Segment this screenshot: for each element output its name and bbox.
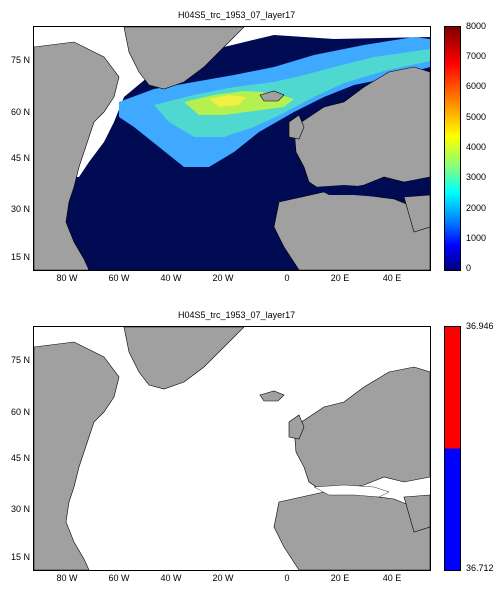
cb-tick-7000: 7000 bbox=[466, 51, 487, 61]
cb-tick-0: 0 bbox=[466, 263, 472, 273]
mediterranean bbox=[313, 484, 390, 498]
lat-label-15: 15 N bbox=[10, 252, 30, 262]
lon-label-40w: 40 W bbox=[160, 573, 182, 583]
cb-tick-8000: 8000 bbox=[466, 21, 487, 31]
no-data-region bbox=[34, 27, 430, 177]
lon-label-20w: 20 W bbox=[212, 273, 234, 283]
lon-label-0: 0 bbox=[284, 273, 290, 283]
lat-label-45: 45 N bbox=[10, 153, 30, 163]
cb-tick-1000: 1000 bbox=[466, 233, 487, 243]
top-map-svg bbox=[34, 27, 430, 270]
europe bbox=[293, 66, 430, 193]
lon-label-60w: 60 W bbox=[108, 573, 130, 583]
british-isles bbox=[288, 114, 305, 140]
greenland bbox=[123, 327, 245, 390]
europe bbox=[293, 366, 430, 493]
lon-label-80w: 80 W bbox=[56, 573, 78, 583]
greenland bbox=[123, 27, 245, 90]
lat-label-75: 75 N bbox=[10, 355, 30, 365]
cb-tick-5000: 5000 bbox=[466, 112, 487, 122]
bottom-colorbar bbox=[444, 326, 461, 571]
bottom-map-svg bbox=[34, 327, 430, 570]
north-america bbox=[34, 341, 120, 570]
cb-tick-6000: 6000 bbox=[466, 81, 487, 91]
iceland bbox=[259, 390, 285, 402]
lon-label-60w: 60 W bbox=[108, 273, 130, 283]
lon-label-40w: 40 W bbox=[160, 273, 182, 283]
arabia bbox=[403, 494, 430, 533]
north-america bbox=[34, 41, 120, 270]
top-colorbar bbox=[444, 26, 461, 271]
lat-label-45: 45 N bbox=[10, 453, 30, 463]
lon-label-40e: 40 E bbox=[382, 273, 402, 283]
bottom-map-area bbox=[33, 326, 431, 571]
bottom-map-panel: H04S5_trc_1953_07_layer17 75 N 60 N 45 N… bbox=[0, 300, 500, 600]
arabia bbox=[403, 194, 430, 233]
cb-tick-4000: 4000 bbox=[466, 142, 487, 152]
lat-label-30: 30 N bbox=[10, 204, 30, 214]
cb-tick-2000: 2000 bbox=[466, 203, 487, 213]
cb-tick-min: 36.712 bbox=[466, 563, 494, 573]
lon-label-40e: 40 E bbox=[382, 573, 402, 583]
lon-label-20e: 20 E bbox=[330, 573, 350, 583]
lon-label-20e: 20 E bbox=[330, 273, 350, 283]
lat-label-75: 75 N bbox=[10, 55, 30, 65]
iceland bbox=[259, 90, 285, 102]
top-map-area bbox=[33, 26, 431, 271]
lon-label-0: 0 bbox=[284, 573, 290, 583]
cb-tick-max: 36.946 bbox=[466, 321, 494, 331]
lat-label-15: 15 N bbox=[10, 552, 30, 562]
plume-peak bbox=[209, 95, 246, 107]
lat-label-60: 60 N bbox=[10, 107, 30, 117]
lat-label-60: 60 N bbox=[10, 407, 30, 417]
mediterranean bbox=[314, 185, 389, 197]
bottom-map-title: H04S5_trc_1953_07_layer17 bbox=[178, 310, 296, 320]
british-isles bbox=[288, 414, 305, 440]
top-map-title: H04S5_trc_1953_07_layer17 bbox=[178, 10, 296, 20]
lat-label-30: 30 N bbox=[10, 504, 30, 514]
lon-label-20w: 20 W bbox=[212, 573, 234, 583]
top-map-panel: H04S5_trc_1953_07_layer17 bbox=[10, 10, 487, 283]
cb-tick-3000: 3000 bbox=[466, 172, 487, 182]
lon-label-80w: 80 W bbox=[56, 273, 78, 283]
